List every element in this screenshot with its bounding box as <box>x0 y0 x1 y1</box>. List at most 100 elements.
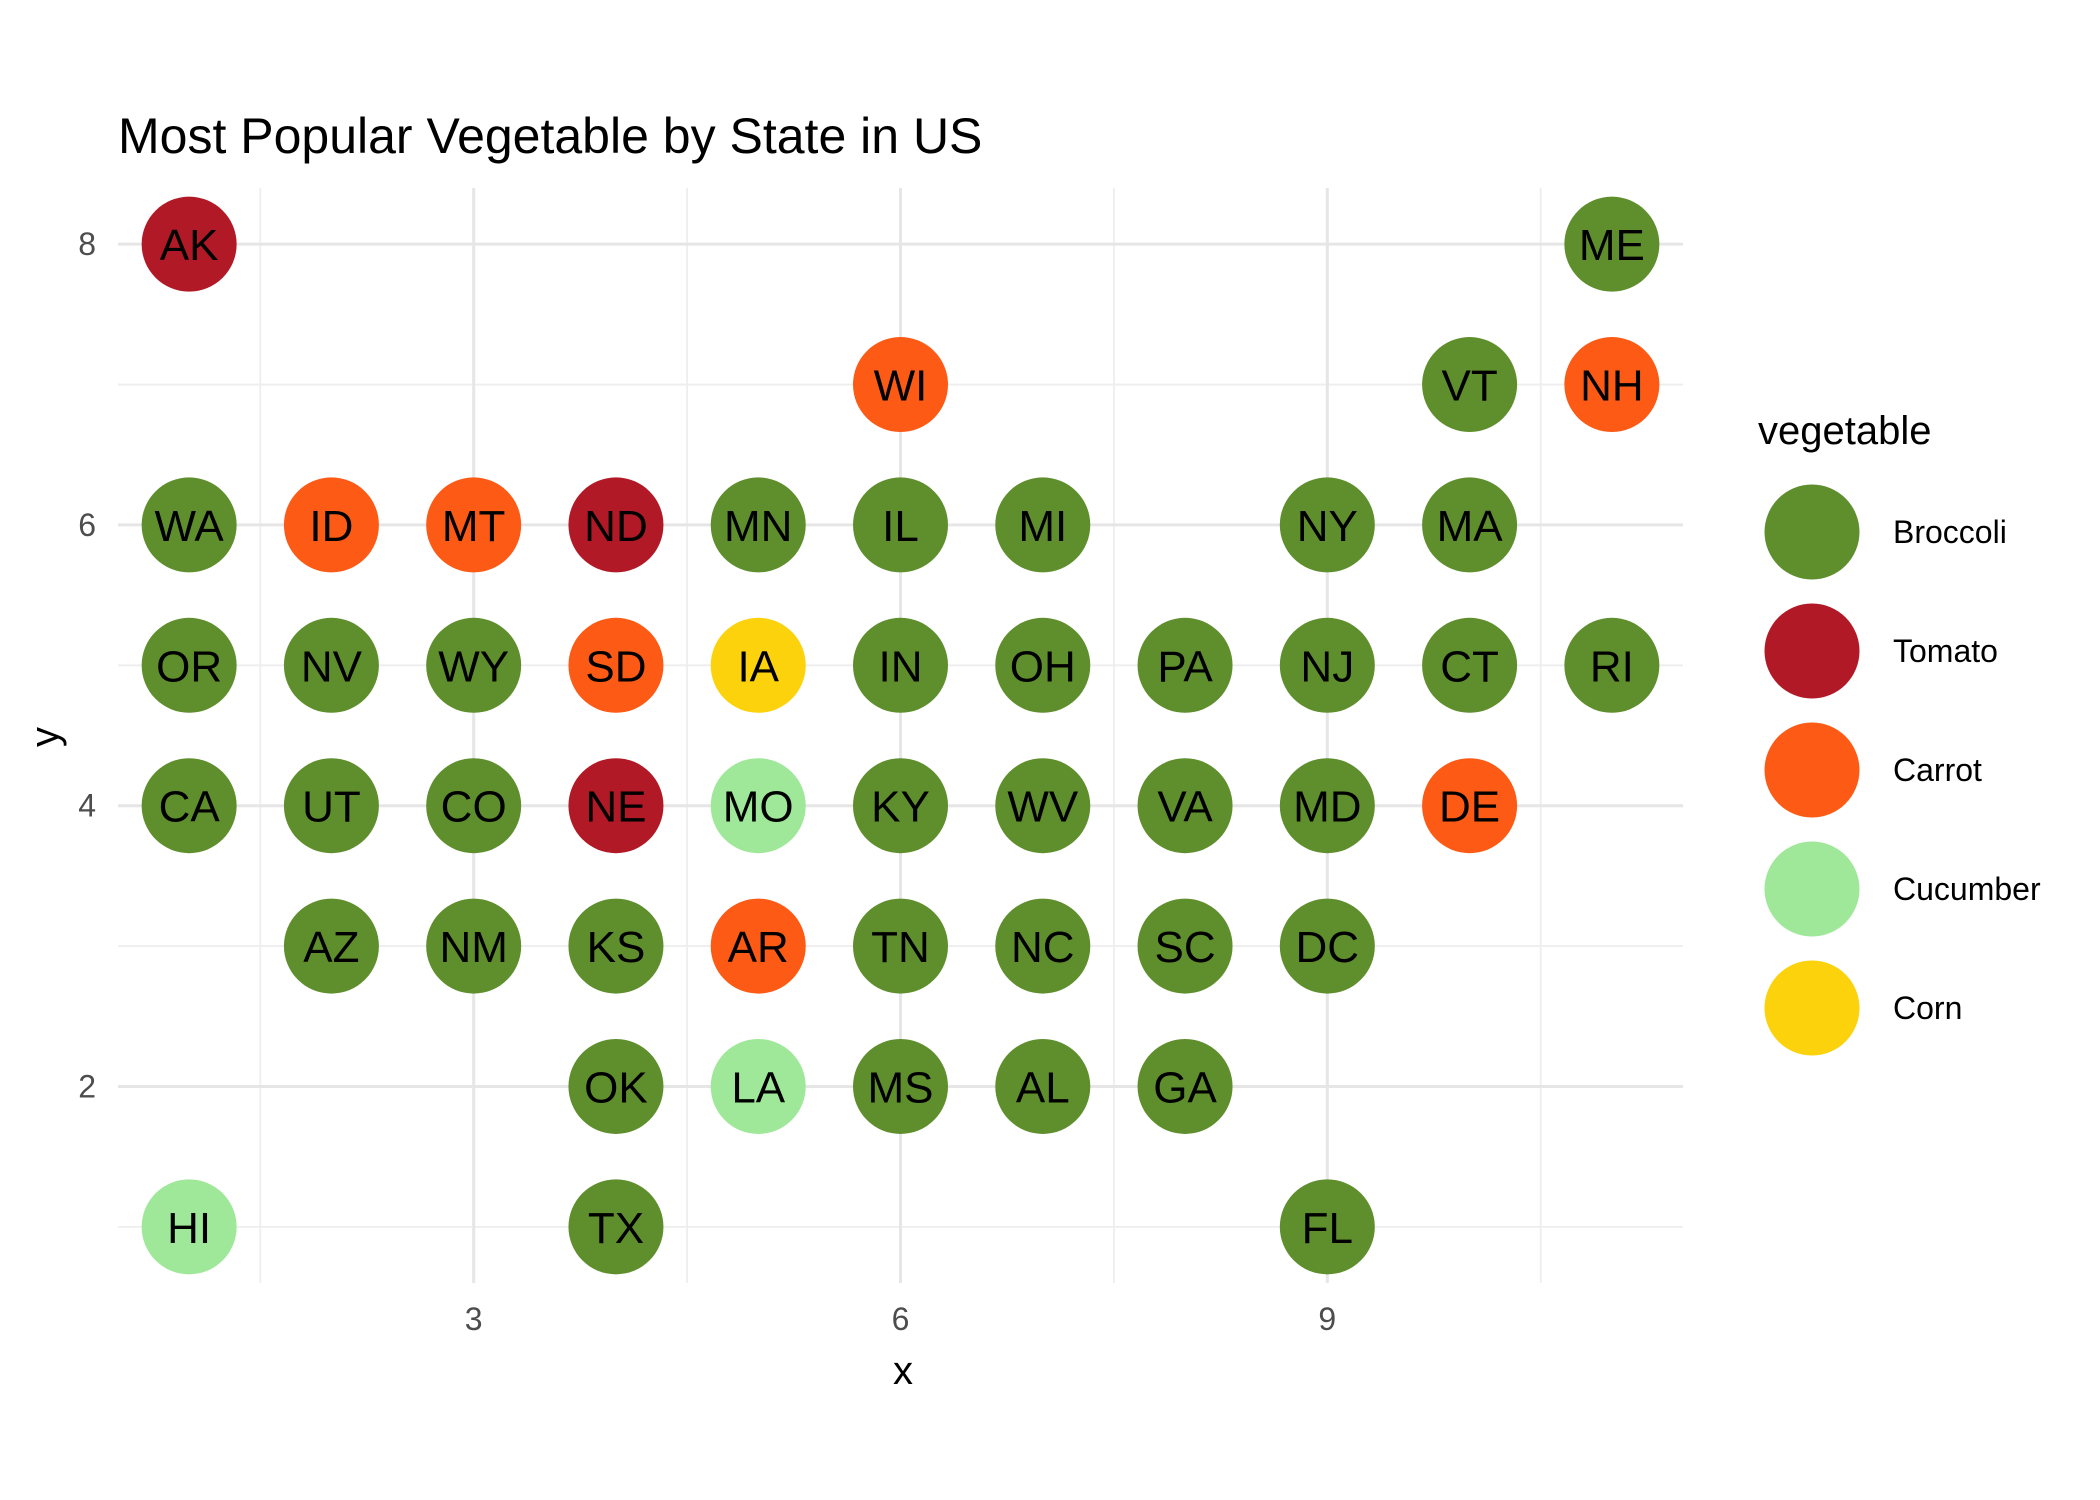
state-point-wv: WV <box>995 758 1091 854</box>
state-marker <box>710 898 806 994</box>
state-point-sd: SD <box>568 617 664 713</box>
state-marker <box>1422 337 1518 433</box>
state-point-la: LA <box>710 1038 806 1134</box>
state-point-fl: FL <box>1279 1179 1375 1275</box>
state-label: KS <box>587 923 646 972</box>
legend-swatch <box>1764 603 1860 699</box>
state-marker <box>568 758 664 854</box>
state-point-va: VA <box>1137 758 1233 854</box>
y-tick-label: 8 <box>78 226 96 262</box>
state-marker <box>1279 898 1375 994</box>
state-marker <box>995 898 1091 994</box>
state-label: OH <box>1010 642 1076 691</box>
state-point-nh: NH <box>1564 337 1660 433</box>
state-point-il: IL <box>853 477 948 573</box>
state-marker <box>141 1179 237 1275</box>
y-tick-label: 2 <box>78 1068 96 1104</box>
state-label: DE <box>1439 783 1500 832</box>
state-marker <box>710 1038 806 1134</box>
state-point-ne: NE <box>568 758 664 854</box>
state-point-mo: MO <box>710 758 806 854</box>
state-marker <box>1279 758 1375 854</box>
state-marker <box>283 758 379 854</box>
legend-keys: Broccoli Tomato Carrot Cucumber Corn <box>1764 484 2041 1056</box>
state-label: IA <box>737 642 779 691</box>
state-marker <box>1137 758 1233 854</box>
state-marker <box>283 617 379 713</box>
state-label: ID <box>309 502 353 551</box>
legend-item-broccoli: Broccoli <box>1764 484 2007 580</box>
state-point-ca: CA <box>141 758 237 854</box>
state-label: WA <box>155 502 225 551</box>
state-label: MO <box>723 783 794 832</box>
state-marker <box>1422 477 1518 573</box>
state-marker <box>710 617 806 713</box>
state-label: MN <box>724 502 792 551</box>
state-label: WV <box>1007 783 1079 832</box>
state-point-ny: NY <box>1279 477 1375 573</box>
state-point-az: AZ <box>283 898 379 994</box>
state-point-mi: MI <box>995 477 1091 573</box>
state-point-de: DE <box>1422 758 1518 854</box>
state-label: GA <box>1153 1063 1217 1112</box>
state-point-id: ID <box>283 477 379 573</box>
state-marker <box>283 898 379 994</box>
state-label: KY <box>871 783 930 832</box>
state-marker <box>853 898 948 994</box>
state-point-nc: NC <box>995 898 1091 994</box>
state-point-al: AL <box>995 1038 1091 1134</box>
legend-label: Corn <box>1893 990 1962 1026</box>
state-label: NM <box>439 923 507 972</box>
state-point-hi: HI <box>141 1179 237 1275</box>
legend-label: Broccoli <box>1893 514 2007 550</box>
state-marker <box>853 617 948 713</box>
y-axis-ticks: 2 4 6 8 <box>78 226 96 1104</box>
state-label: CA <box>159 783 221 832</box>
state-marker <box>995 758 1091 854</box>
y-tick-label: 4 <box>78 788 96 824</box>
state-marker <box>1564 196 1660 292</box>
legend-label: Carrot <box>1893 752 1982 788</box>
state-label: OR <box>156 642 222 691</box>
state-label: WY <box>438 642 509 691</box>
state-point-ia: IA <box>710 617 806 713</box>
state-point-ok: OK <box>568 1038 664 1134</box>
state-point-ct: CT <box>1422 617 1518 713</box>
state-label: AZ <box>303 923 359 972</box>
state-marker <box>141 617 237 713</box>
state-point-sc: SC <box>1137 898 1233 994</box>
state-label: VT <box>1441 362 1497 411</box>
legend-item-cucumber: Cucumber <box>1764 841 2041 937</box>
state-label: TN <box>871 923 930 972</box>
legend-item-carrot: Carrot <box>1764 722 1982 818</box>
state-label: FL <box>1302 1204 1353 1253</box>
state-label: MS <box>868 1063 934 1112</box>
state-label: NC <box>1011 923 1075 972</box>
state-point-md: MD <box>1279 758 1375 854</box>
chart-title: Most Popular Vegetable by State in US <box>118 108 982 164</box>
state-label: NY <box>1297 502 1358 551</box>
state-point-wy: WY <box>426 617 522 713</box>
state-marker <box>568 1038 664 1134</box>
state-marker <box>426 477 522 573</box>
state-marker <box>995 477 1091 573</box>
state-point-tx: TX <box>568 1179 664 1275</box>
state-point-ks: KS <box>568 898 664 994</box>
state-label: AR <box>728 923 789 972</box>
state-marker <box>853 758 948 854</box>
x-tick-label: 6 <box>892 1301 910 1337</box>
state-marker <box>1422 758 1518 854</box>
state-label: WI <box>874 362 928 411</box>
state-marker <box>141 758 237 854</box>
state-point-nd: ND <box>568 477 664 573</box>
state-point-or: OR <box>141 617 237 713</box>
state-label: MT <box>442 502 506 551</box>
legend-item-tomato: Tomato <box>1764 603 1998 699</box>
state-label: SC <box>1154 923 1215 972</box>
legend-swatch <box>1764 722 1860 818</box>
state-point-dc: DC <box>1279 898 1375 994</box>
state-label: ME <box>1579 221 1645 270</box>
legend-label: Tomato <box>1893 633 1998 669</box>
state-label: AL <box>1016 1063 1070 1112</box>
x-axis-ticks: 3 6 9 <box>465 1301 1336 1337</box>
